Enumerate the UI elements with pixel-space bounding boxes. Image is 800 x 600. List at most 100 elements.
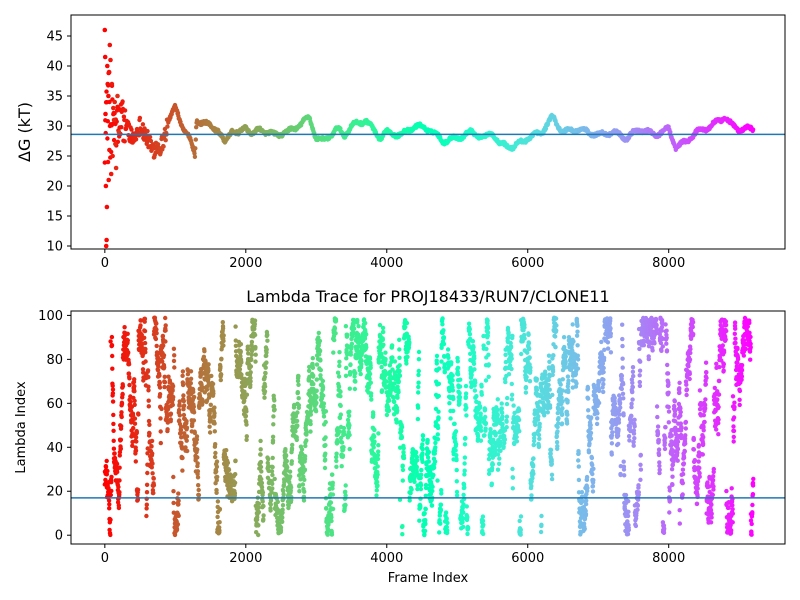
lambda-point (170, 384, 176, 389)
lambda-point (560, 399, 565, 404)
lambda-point (446, 355, 451, 360)
lambda-point (224, 448, 229, 453)
lambda-point (184, 425, 190, 430)
lambda-point (576, 458, 581, 463)
lambda-point (553, 334, 558, 339)
lambda-point (259, 476, 264, 482)
lambda-point (504, 425, 509, 430)
delta-g-point (105, 119, 111, 124)
lambda-point (332, 337, 337, 343)
lambda-point (405, 354, 410, 360)
lambda-point (555, 444, 560, 449)
delta-g-early-point (112, 99, 117, 105)
lambda-point (214, 469, 219, 474)
lambda-point (455, 365, 461, 370)
lambda-point (418, 486, 424, 492)
lambda-point (420, 442, 425, 447)
lambda-point (133, 448, 139, 453)
lambda-point (490, 462, 496, 467)
lambda-point (563, 359, 568, 364)
delta-g-point (750, 127, 756, 132)
lambda-point (543, 369, 548, 374)
lambda-point (337, 350, 342, 355)
lambda-point (504, 401, 510, 407)
lambda-point (542, 413, 547, 418)
lambda-point (435, 478, 440, 483)
lambda-point (338, 389, 343, 394)
lambda-point (470, 339, 476, 344)
lambda-point (394, 420, 399, 425)
lambda-point (270, 481, 275, 486)
lambda-point (554, 440, 560, 445)
lambda-point (302, 477, 307, 482)
lambda-point (346, 413, 352, 418)
lambda-point (526, 346, 532, 351)
lambda-point (221, 343, 226, 348)
lambda-point (527, 355, 532, 360)
lambda-point (212, 429, 217, 434)
lambda-point (219, 356, 224, 361)
lambda-point (151, 483, 157, 488)
delta-g-early-point (102, 27, 108, 33)
delta-g-axes-frame (70, 14, 786, 250)
lambda-point (562, 344, 567, 350)
lambda-point (142, 340, 148, 346)
lambda-point (146, 398, 151, 403)
lambda-point (442, 370, 447, 375)
delta-g-early-point (104, 204, 110, 210)
lambda-point (115, 469, 120, 475)
lambda-point (233, 324, 238, 329)
lambda-point (117, 465, 122, 470)
lambda-point (109, 343, 115, 348)
lambda-point (441, 328, 446, 333)
lambda-point (343, 483, 348, 488)
lambda-point (575, 343, 580, 348)
lambda-point (425, 455, 431, 460)
lambda-point (376, 449, 381, 454)
lambda-point (461, 492, 466, 498)
lambda-point (499, 406, 504, 411)
lambda-point (481, 531, 486, 537)
lambda-point (500, 414, 505, 419)
lambda-point (176, 491, 181, 496)
lambda-point (287, 469, 293, 474)
lambda-point (317, 338, 323, 344)
lambda-point (120, 384, 126, 389)
lambda-point (469, 372, 474, 377)
lambda-point (104, 472, 110, 477)
delta-g-y-tick-label: 20 (46, 180, 63, 195)
lambda-point (321, 401, 327, 406)
lambda-point (131, 425, 136, 431)
lambda-point (495, 467, 501, 472)
lambda-point (264, 360, 269, 365)
lambda-point (181, 393, 186, 398)
lambda-point (412, 479, 417, 484)
delta-g-point (192, 154, 198, 159)
lambda-point (485, 318, 490, 323)
lambda-point (462, 455, 468, 460)
lambda-point (400, 532, 405, 537)
lambda-point (547, 359, 552, 364)
lambda-point (217, 506, 223, 512)
delta-g-early-point (107, 147, 112, 153)
lambda-point (107, 527, 112, 533)
lambda-point (486, 456, 492, 462)
lambda-point (441, 341, 447, 347)
delta-g-point (119, 125, 124, 130)
lambda-point (149, 444, 154, 449)
lambda-point (244, 409, 249, 414)
lambda-point (196, 483, 201, 488)
lambda-point (323, 435, 328, 440)
lambda-point (436, 366, 442, 371)
lambda-point (134, 430, 139, 435)
lambda-point (416, 368, 421, 374)
lambda-point (414, 450, 419, 455)
lambda-point (415, 416, 421, 422)
lambda-point (145, 368, 151, 373)
lambda-point (400, 463, 405, 468)
lambda-point (180, 455, 185, 461)
lambda-point (547, 405, 553, 410)
lambda-point (294, 418, 300, 424)
lambda-point (537, 421, 542, 426)
